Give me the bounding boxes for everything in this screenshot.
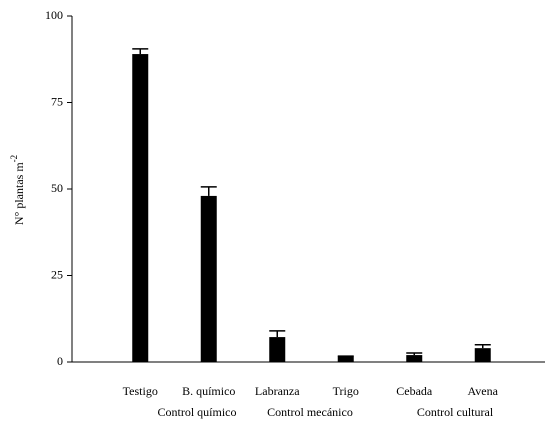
- group-label: Control cultural: [417, 405, 494, 419]
- x-tick-label: Cebada: [396, 384, 433, 398]
- x-tick-label: Trigo: [333, 384, 359, 398]
- x-tick-label: Labranza: [255, 384, 300, 398]
- bar: [269, 337, 286, 362]
- y-tick-label: 25: [51, 267, 63, 281]
- x-tick-label: B. químico: [182, 384, 235, 398]
- x-tick-label: Avena: [468, 384, 499, 398]
- group-label: Control químico: [158, 405, 237, 419]
- bar: [132, 54, 149, 363]
- bar: [200, 195, 217, 362]
- bar: [337, 356, 354, 362]
- y-axis-label-superscript: -2: [9, 155, 19, 163]
- group-label: Control mecánico: [267, 405, 353, 419]
- y-tick-label: 0: [57, 354, 63, 368]
- y-axis-label: N° plantas m-2: [9, 155, 26, 225]
- y-tick-label: 50: [51, 181, 63, 195]
- bar: [406, 355, 423, 362]
- x-tick-label: Testigo: [123, 384, 158, 398]
- y-axis-label-text: N° plantas m: [12, 162, 26, 225]
- y-tick-label: 100: [45, 8, 63, 22]
- bar: [474, 348, 491, 362]
- y-tick-label: 75: [51, 94, 63, 108]
